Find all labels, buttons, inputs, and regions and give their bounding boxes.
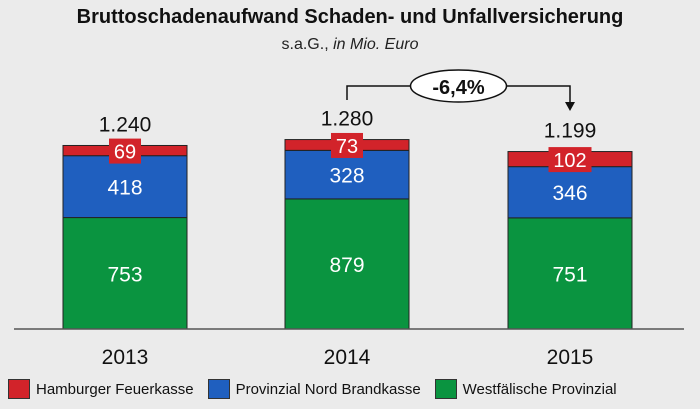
arrow-down-icon xyxy=(565,102,575,111)
x-tick-label: 2013 xyxy=(102,346,149,369)
total-label: 1.240 xyxy=(99,113,152,136)
bar-segment xyxy=(507,166,633,219)
value-label: 879 xyxy=(329,254,364,277)
bar-segment xyxy=(284,198,410,330)
bar-segment xyxy=(62,217,188,330)
value-label: 69 xyxy=(114,142,136,164)
legend-item-provinzial-nord: Provinzial Nord Brandkasse xyxy=(207,379,421,399)
value-label: 328 xyxy=(329,165,364,188)
value-label: 753 xyxy=(107,263,142,286)
chart-title: Bruttoschadenaufwand Schaden- und Unfall… xyxy=(76,6,624,28)
change-label: -6,4% xyxy=(432,77,484,99)
legend-label: Provinzial Nord Brandkasse xyxy=(235,380,421,398)
value-label-box xyxy=(548,147,592,173)
value-label: 418 xyxy=(107,177,142,200)
subtitle-unit: in Mio. Euro xyxy=(333,36,419,53)
subtitle-plain: s.a.G., xyxy=(281,36,329,53)
total-label: 1.199 xyxy=(544,120,597,143)
legend-swatch xyxy=(207,379,230,399)
legend: Hamburger Feuerkasse Provinzial Nord Bra… xyxy=(8,379,617,399)
x-tick-label: 2015 xyxy=(547,346,594,369)
value-label: 751 xyxy=(552,263,587,286)
change-badge xyxy=(409,69,508,103)
legend-swatch xyxy=(434,379,457,399)
bar-segment xyxy=(284,149,410,200)
legend-item-westfaelische: Westfälische Provinzial xyxy=(434,379,617,399)
value-label: 346 xyxy=(552,182,587,205)
value-label-box xyxy=(331,132,363,158)
bar-segment xyxy=(62,155,188,219)
legend-item-hamburger: Hamburger Feuerkasse xyxy=(8,379,194,399)
legend-label: Hamburger Feuerkasse xyxy=(36,380,194,398)
x-tick-label: 2014 xyxy=(324,346,371,369)
bar-segment xyxy=(507,217,633,330)
value-label: 102 xyxy=(553,150,586,172)
total-label: 1.280 xyxy=(321,108,374,131)
value-label: 73 xyxy=(336,136,358,158)
value-label-box xyxy=(109,138,141,164)
legend-label: Westfälische Provinzial xyxy=(462,380,617,398)
legend-swatch xyxy=(8,379,30,399)
chart-subtitle: s.a.G., in Mio. Euro xyxy=(0,36,700,54)
